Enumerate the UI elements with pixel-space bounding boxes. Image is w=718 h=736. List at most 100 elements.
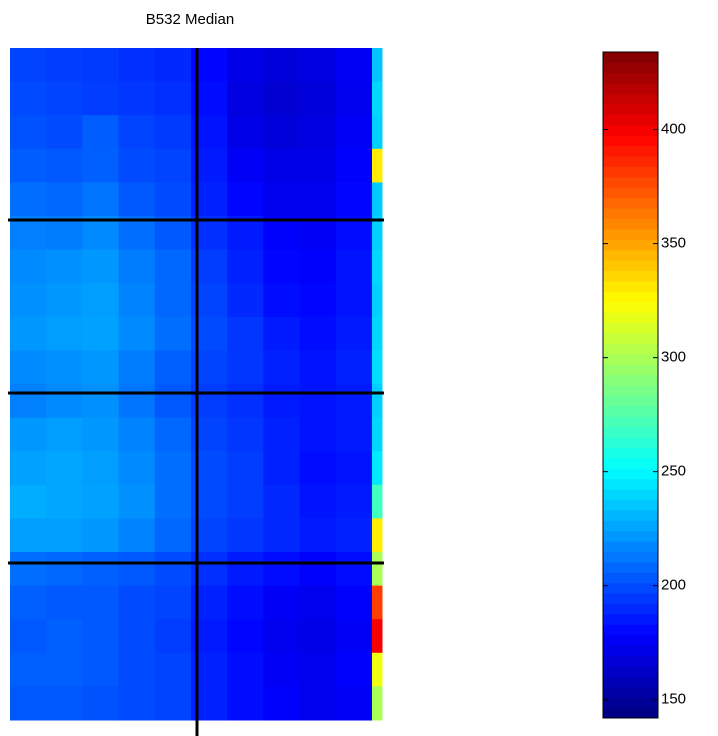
heatmap-cell xyxy=(263,417,301,452)
heatmap-cell xyxy=(372,585,383,620)
colorbar-band xyxy=(603,665,658,677)
heatmap-cell xyxy=(372,115,383,150)
heatmap-cell xyxy=(82,552,120,587)
heatmap-cell xyxy=(227,216,264,251)
heatmap-cell xyxy=(372,484,383,519)
heatmap-cell xyxy=(10,585,47,620)
heatmap-cell xyxy=(82,283,120,318)
colorbar-band xyxy=(603,228,658,240)
heatmap-cell xyxy=(10,350,47,385)
colorbar-band xyxy=(603,530,658,542)
heatmap-cell xyxy=(263,249,301,284)
colorbar-band xyxy=(603,447,658,459)
heatmap-cell xyxy=(299,451,337,486)
heatmap-cell xyxy=(372,417,383,452)
heatmap-cell xyxy=(299,48,337,83)
colorbar-band xyxy=(603,478,658,490)
heatmap-cell xyxy=(118,283,156,318)
heatmap-cell xyxy=(335,182,373,217)
heatmap-cell xyxy=(118,451,156,486)
heatmap-cell xyxy=(10,249,47,284)
heatmap-cell xyxy=(335,552,373,587)
chart-title: B532 Median xyxy=(146,11,234,28)
colorbar-band xyxy=(603,93,658,105)
heatmap-cell xyxy=(46,518,83,553)
heatmap-cell xyxy=(10,552,47,587)
heatmap-cell xyxy=(263,316,301,351)
colorbar-band xyxy=(603,624,658,636)
heatmap-cell xyxy=(118,182,156,217)
colorbar-band xyxy=(603,437,658,448)
colorbar-band xyxy=(603,509,658,521)
heatmap-cell xyxy=(299,384,337,419)
heatmap-cell xyxy=(10,48,47,83)
heatmap-cell xyxy=(263,686,301,721)
heatmap-cell xyxy=(10,451,47,486)
heatmap-cell xyxy=(46,115,83,150)
colorbar-band xyxy=(603,426,658,438)
heatmap-cell xyxy=(82,619,120,654)
colorbar-band xyxy=(603,218,658,230)
heatmap-cell xyxy=(46,619,83,654)
heatmap-cell xyxy=(299,283,337,318)
heatmap-cell xyxy=(335,148,373,183)
heatmap-cell xyxy=(118,552,156,587)
heatmap-cell xyxy=(299,115,337,150)
heatmap-cell xyxy=(372,182,383,217)
heatmap-cell xyxy=(299,216,337,251)
heatmap-cell xyxy=(118,484,156,519)
heatmap-cell xyxy=(46,484,83,519)
heatmap-cell xyxy=(118,81,156,116)
heatmap-cell xyxy=(299,417,337,452)
heatmap-cell xyxy=(227,451,264,486)
heatmap-cell xyxy=(46,585,83,620)
heatmap-cell xyxy=(154,48,192,83)
heatmap-cell xyxy=(335,115,373,150)
heatmap-cell xyxy=(263,283,301,318)
heatmap-cell xyxy=(118,216,156,251)
colorbar-band xyxy=(603,416,658,428)
heatmap-cell xyxy=(372,283,383,318)
colorbar-band xyxy=(603,83,658,95)
colorbar-band xyxy=(603,593,658,605)
heatmap-cell xyxy=(10,652,47,687)
heatmap-cell xyxy=(154,384,192,419)
heatmap-cell xyxy=(263,384,301,419)
colorbar-band xyxy=(603,541,658,552)
heatmap-cell xyxy=(372,216,383,251)
heatmap-cell xyxy=(82,316,120,351)
colorbar-frame xyxy=(602,51,659,719)
colorbar-band xyxy=(603,301,658,313)
colorbar-band xyxy=(603,374,658,386)
heatmap-cell xyxy=(10,316,47,351)
heatmap-cell xyxy=(263,81,301,116)
heatmap-cell xyxy=(154,283,192,318)
heatmap-cell xyxy=(154,182,192,217)
heatmap-cell xyxy=(335,619,373,654)
colorbar-band xyxy=(603,52,658,63)
colorbar-tick-label: 300 xyxy=(661,349,686,366)
heatmap-cell xyxy=(263,216,301,251)
heatmap-cell xyxy=(335,451,373,486)
heatmap-cell xyxy=(299,350,337,385)
heatmap-cell xyxy=(335,283,373,318)
colorbar-tick-label: 400 xyxy=(661,121,686,138)
colorbar-band xyxy=(603,280,658,292)
heatmap-cell xyxy=(372,451,383,486)
colorbar-band xyxy=(603,135,658,147)
heatmap-cell xyxy=(118,652,156,687)
colorbar-band xyxy=(603,114,658,126)
heatmap-cell xyxy=(372,48,383,83)
colorbar-band xyxy=(603,104,658,115)
colorbar-band xyxy=(603,385,658,396)
colorbar-tick-label: 200 xyxy=(661,577,686,594)
colorbar-band xyxy=(603,582,658,594)
heatmap-cell xyxy=(299,619,337,654)
heatmap-cell xyxy=(372,619,383,654)
heatmap-cell xyxy=(154,518,192,553)
heatmap-cell xyxy=(10,81,47,116)
heatmap-cell xyxy=(82,182,120,217)
heatmap-cell xyxy=(46,283,83,318)
heatmap-cell xyxy=(335,249,373,284)
